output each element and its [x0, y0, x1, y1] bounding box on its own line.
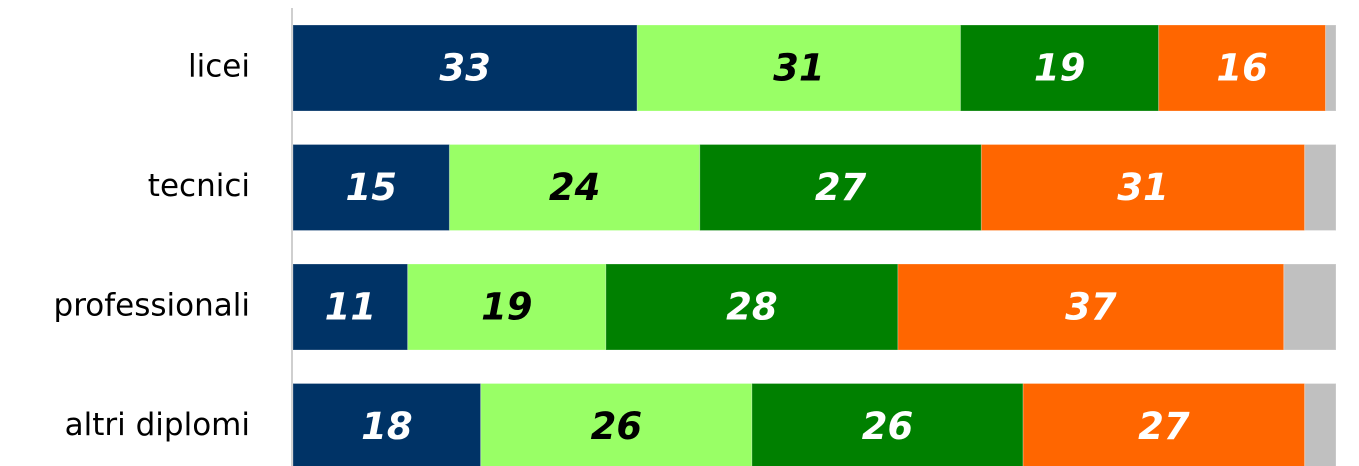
value-label: 26: [591, 405, 643, 448]
value-label: 27: [815, 166, 867, 209]
value-label: 27: [1138, 405, 1190, 448]
bar-segment: [980, 144, 1306, 231]
value-label: 11: [325, 286, 377, 329]
bar-segment: [407, 263, 607, 351]
category-label: altri diplomi: [65, 407, 250, 443]
bar-segment: [960, 24, 1160, 112]
value-label: 37: [1065, 286, 1117, 329]
bar-segment: [751, 383, 1024, 466]
value-label: 26: [862, 405, 914, 448]
bar-segment: [448, 144, 701, 231]
value-label: 28: [726, 286, 778, 329]
bar-segment: [480, 383, 753, 466]
value-label: 19: [481, 286, 533, 329]
bar-segment: [292, 24, 638, 112]
value-label: 19: [1034, 47, 1086, 90]
value-label: 31: [773, 47, 825, 90]
category-label: licei: [188, 49, 250, 85]
bar-segment: [1304, 383, 1337, 466]
bar-segment: [1304, 144, 1337, 231]
value-label: 16: [1216, 47, 1268, 90]
value-label: 31: [1117, 166, 1169, 209]
category-label: professionali: [54, 288, 250, 324]
bar-segment: [605, 263, 899, 351]
value-label: 18: [361, 405, 413, 448]
bar-segment: [292, 263, 409, 351]
bar-segment: [1283, 263, 1337, 351]
bar-segment: [1022, 383, 1306, 466]
bar-segment: [897, 263, 1285, 351]
bar-segment: [1325, 24, 1337, 112]
value-label: 33: [439, 47, 491, 90]
value-label: 24: [549, 166, 601, 209]
value-label: 15: [345, 166, 397, 209]
category-label: tecnici: [148, 168, 250, 204]
bar-segment: [292, 383, 482, 466]
bar-segment: [636, 24, 962, 112]
